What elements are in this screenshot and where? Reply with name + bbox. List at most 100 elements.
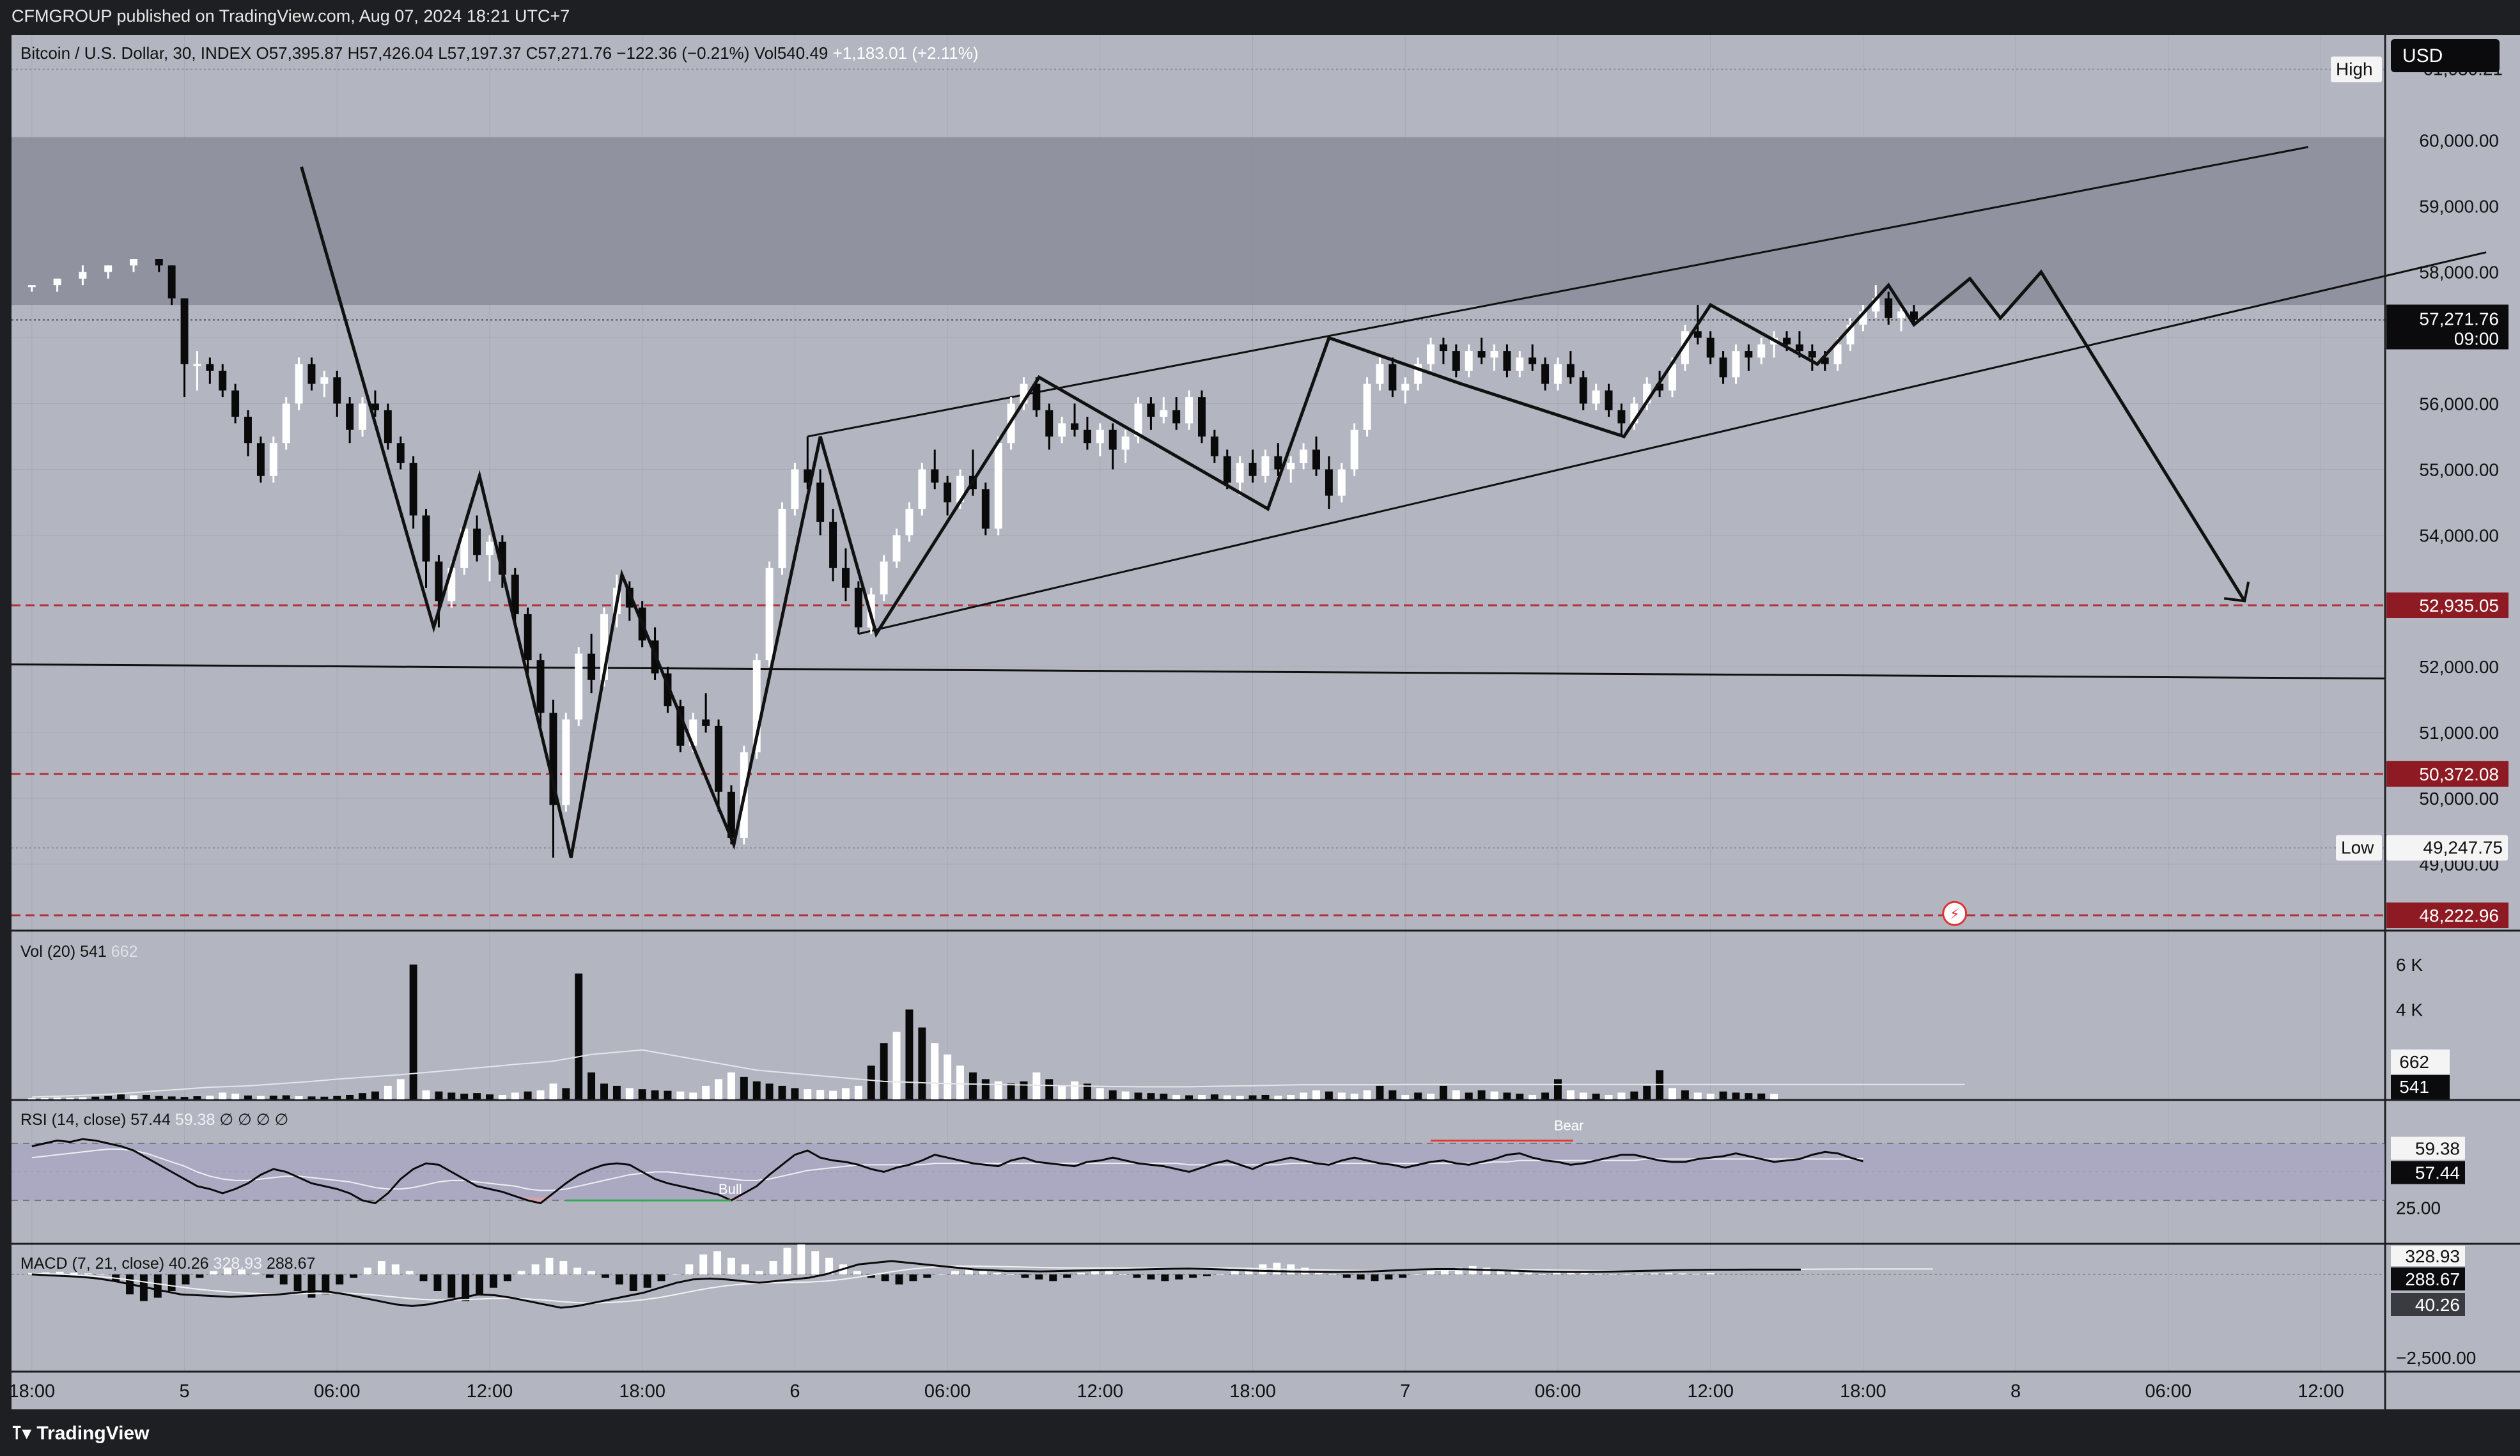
legend-part: 288.67	[267, 1255, 315, 1273]
volume-bar	[1553, 1079, 1562, 1099]
volume-bar	[1134, 1092, 1142, 1099]
time-tick-label: 18:00	[12, 1381, 55, 1402]
macd-histogram-bar	[797, 1244, 805, 1274]
candle	[1172, 397, 1181, 430]
candle	[1630, 397, 1638, 430]
candle-body	[1363, 383, 1371, 430]
candle	[1108, 423, 1117, 470]
candle-body	[829, 522, 837, 568]
macd-histogram-bar	[1427, 1271, 1435, 1274]
candle-body	[1134, 403, 1142, 437]
candle	[1477, 337, 1486, 364]
legend-part: 57,426.04	[359, 43, 438, 63]
volume-bar	[676, 1091, 685, 1099]
tradingview-logo[interactable]: ⊺▾ TradingView	[12, 1422, 150, 1444]
channel-lower-line[interactable]	[858, 251, 2487, 635]
candle	[371, 390, 379, 417]
candle	[791, 463, 799, 516]
candle-body	[1605, 390, 1613, 410]
legend-part: 40.26	[169, 1255, 214, 1273]
resistance-zone[interactable]	[12, 137, 2384, 306]
candle	[765, 561, 774, 667]
volume-bar	[956, 1065, 964, 1099]
volume-bar	[295, 1096, 303, 1099]
candle-body	[1757, 344, 1766, 358]
candle	[1528, 344, 1537, 371]
candle-body	[1083, 430, 1091, 444]
volume-bar	[1719, 1091, 1727, 1099]
macd-histogram-bar	[462, 1274, 470, 1301]
macd-histogram-bar	[685, 1264, 694, 1274]
volume-bar	[346, 1094, 354, 1099]
candle-body	[1325, 469, 1333, 496]
volume-bar	[409, 964, 417, 1099]
chart-area[interactable]: 60,000.0059,000.0058,000.0057,000.0056,0…	[12, 35, 2520, 1409]
volume-bar	[1083, 1083, 1091, 1099]
rsi-divergence-label: Bull	[719, 1181, 742, 1197]
top-bar: CFMGROUP published on TradingView.com, A…	[0, 0, 2520, 35]
candle-body	[1668, 364, 1676, 391]
macd-histogram-bar	[336, 1274, 344, 1285]
horizontal-trend-line[interactable]	[12, 663, 2385, 680]
volume-bar	[1274, 1096, 1282, 1099]
volume-bar	[219, 1092, 227, 1099]
volume-bar	[1210, 1094, 1218, 1099]
legend-part: 57.44	[130, 1111, 175, 1129]
macd-histogram-bar	[84, 1273, 92, 1274]
symbol-legend[interactable]: Bitcoin / U.S. Dollar, 30, INDEX O57,395…	[20, 43, 979, 63]
macd-legend[interactable]: MACD (7, 21, close) 40.26 328.93 288.67	[20, 1255, 315, 1273]
chart-svg[interactable]: 60,000.0059,000.0058,000.0057,000.0056,0…	[12, 35, 2520, 1409]
volume-legend[interactable]: Vol (20) 541 662	[20, 943, 138, 961]
candle-body	[1032, 383, 1041, 410]
macd-histogram-bar	[909, 1274, 917, 1282]
candle-body	[1592, 390, 1600, 404]
volume-bar	[155, 1096, 163, 1099]
candle-body	[219, 371, 227, 391]
macd-histogram-bar	[1035, 1274, 1043, 1280]
volume-bar	[320, 1096, 329, 1099]
macd-histogram-bar	[895, 1274, 903, 1285]
macd-hist-box	[2391, 1293, 2465, 1316]
volume-bar	[981, 1079, 990, 1099]
legend-part: 662	[111, 943, 138, 961]
macd-histogram-bar	[1539, 1274, 1547, 1275]
candle-body	[1287, 463, 1295, 470]
support-level-label: 48,222.96	[2419, 906, 2499, 925]
macd-histogram-bar	[769, 1261, 777, 1274]
candle	[842, 548, 850, 601]
candle-body	[282, 403, 290, 444]
macd-histogram-bar	[70, 1273, 78, 1274]
macd-histogram-bar	[1482, 1267, 1491, 1274]
candle-body	[1795, 344, 1803, 352]
candle-body	[1121, 436, 1130, 450]
candle	[1312, 436, 1320, 476]
time-tick-label: 12:00	[2298, 1381, 2344, 1402]
candle	[1427, 337, 1435, 371]
candle-body	[1897, 311, 1906, 318]
macd-histogram-bar	[545, 1257, 554, 1274]
swing-path[interactable]	[300, 166, 2246, 858]
volume-bar	[1198, 1094, 1206, 1099]
candle	[524, 607, 532, 674]
candle	[816, 469, 825, 536]
event-icon[interactable]	[1942, 901, 1968, 926]
macd-histogram-bar	[391, 1264, 400, 1274]
rsi-legend[interactable]: RSI (14, close) 57.44 59.38 ∅ ∅ ∅ ∅	[20, 1111, 288, 1129]
rsi-ma-label: 59.38	[2415, 1139, 2460, 1159]
candle	[193, 351, 201, 391]
candle-body	[1490, 351, 1498, 358]
volume-bar	[1223, 1095, 1231, 1099]
candle	[1808, 344, 1816, 371]
volume-bar	[1337, 1092, 1346, 1099]
candle-body	[1096, 430, 1104, 444]
macd-histogram-bar	[377, 1261, 385, 1274]
volume-bar	[1058, 1085, 1066, 1099]
currency-button[interactable]	[2391, 39, 2500, 72]
candle-body	[676, 706, 685, 746]
candle-body	[1414, 364, 1422, 384]
low-value-label: 49,247.75	[2423, 838, 2503, 858]
volume-bar	[40, 1097, 49, 1099]
volume-bar	[256, 1096, 265, 1099]
candle-body	[486, 541, 494, 555]
candle	[1350, 423, 1358, 476]
